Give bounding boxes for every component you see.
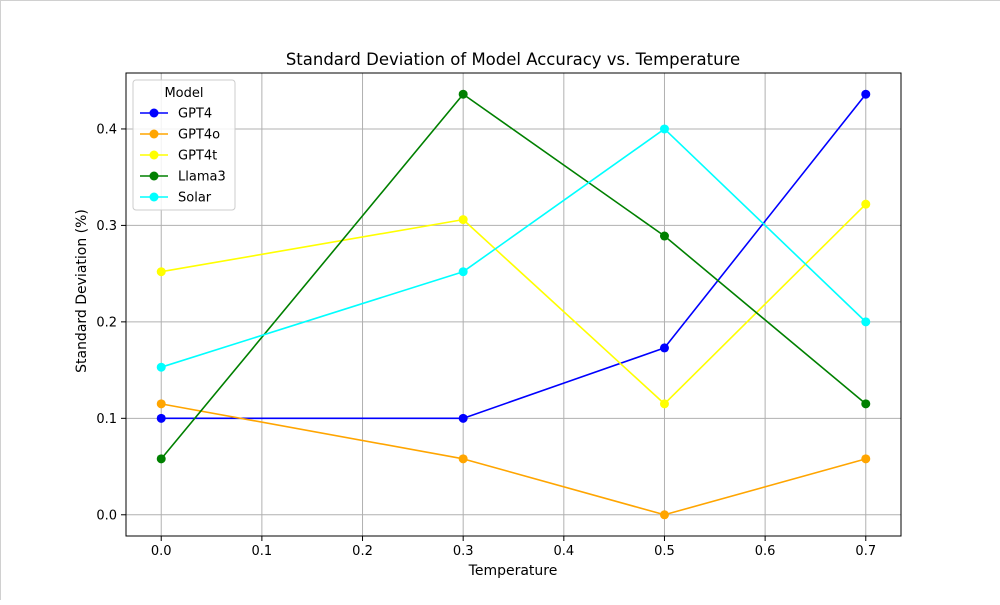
x-tick-label: 0.1 <box>252 544 273 559</box>
x-tick-label: 0.0 <box>151 544 172 559</box>
legend-title: Model <box>164 86 203 101</box>
data-point-llama3 <box>458 89 468 99</box>
legend-items: GPT4 GPT4o GPT4t Llama3 Solar <box>140 107 226 206</box>
series-line-llama3 <box>160 93 867 460</box>
legend-item-solar: Solar <box>140 191 212 206</box>
y-axis-label: Standard Deviation (%) <box>74 209 90 373</box>
legend-marker-gpt4t <box>149 150 159 160</box>
series-llama3 <box>156 89 871 464</box>
y-axis-ticks: 0.0 0.1 0.2 0.3 0.4 <box>96 122 126 523</box>
x-axis-label: Temperature <box>468 563 558 579</box>
chart-title: Standard Deviation of Model Accuracy vs.… <box>286 50 740 69</box>
data-point-gpt4t <box>458 215 468 225</box>
legend-label-solar: Solar <box>178 191 212 206</box>
legend-label-gpt4o: GPT4o <box>178 128 220 143</box>
data-point-gpt4o <box>659 510 669 520</box>
data-point-solar <box>156 362 166 372</box>
series-line-gpt4 <box>161 93 867 420</box>
series-gpt4t <box>156 199 871 409</box>
data-point-llama3 <box>659 231 669 241</box>
grid-lines <box>126 73 901 536</box>
series-gpt4 <box>156 89 871 423</box>
legend-marker-gpt4 <box>149 108 159 118</box>
y-tick-label: 0.0 <box>96 508 117 523</box>
series-lines <box>156 89 871 520</box>
x-tick-label: 0.3 <box>453 544 474 559</box>
x-tick-label: 0.2 <box>352 544 373 559</box>
data-point-gpt4o <box>861 454 871 464</box>
x-axis-ticks: 0.0 0.1 0.2 0.3 0.4 0.5 0.6 0.7 <box>151 536 876 559</box>
series-solar <box>156 124 871 372</box>
legend-item-gpt4t: GPT4t <box>140 149 217 164</box>
data-point-gpt4t <box>861 199 871 209</box>
series-line-gpt4t <box>161 203 867 405</box>
data-point-solar <box>458 267 468 277</box>
legend-item-gpt4o: GPT4o <box>140 128 220 143</box>
legend-marker-gpt4o <box>149 129 159 139</box>
legend-label-gpt4t: GPT4t <box>178 149 217 164</box>
legend-item-llama3: Llama3 <box>140 170 226 185</box>
data-point-gpt4t <box>659 399 669 409</box>
data-point-llama3 <box>861 399 871 409</box>
plot-frame <box>125 72 902 537</box>
y-tick-label: 0.3 <box>96 219 117 234</box>
legend-label-gpt4: GPT4 <box>178 107 212 122</box>
data-point-gpt4 <box>458 413 468 423</box>
data-point-gpt4o <box>156 399 166 409</box>
legend-marker-llama3 <box>149 171 159 181</box>
y-tick-label: 0.2 <box>96 315 117 330</box>
legend-label-llama3: Llama3 <box>178 170 226 185</box>
x-tick-label: 0.4 <box>553 544 574 559</box>
y-tick-label: 0.4 <box>96 122 117 137</box>
y-tick-label: 0.1 <box>96 412 117 427</box>
series-gpt4o <box>156 399 871 520</box>
series-line-gpt4o <box>161 403 866 516</box>
data-point-gpt4 <box>659 343 669 353</box>
data-point-solar <box>659 124 669 134</box>
x-tick-label: 0.6 <box>755 544 776 559</box>
legend-marker-solar <box>149 192 159 202</box>
data-point-llama3 <box>156 454 166 464</box>
data-point-gpt4o <box>458 454 468 464</box>
x-tick-label: 0.7 <box>855 544 876 559</box>
data-point-gpt4 <box>861 89 871 99</box>
legend: Model GPT4 GPT4o GPT4t Llama3 Solar <box>132 79 236 211</box>
data-point-gpt4 <box>156 413 166 423</box>
data-point-solar <box>861 317 871 327</box>
series-line-solar <box>160 128 867 368</box>
legend-item-gpt4: GPT4 <box>140 107 212 122</box>
data-point-gpt4t <box>156 267 166 277</box>
x-tick-label: 0.5 <box>654 544 675 559</box>
